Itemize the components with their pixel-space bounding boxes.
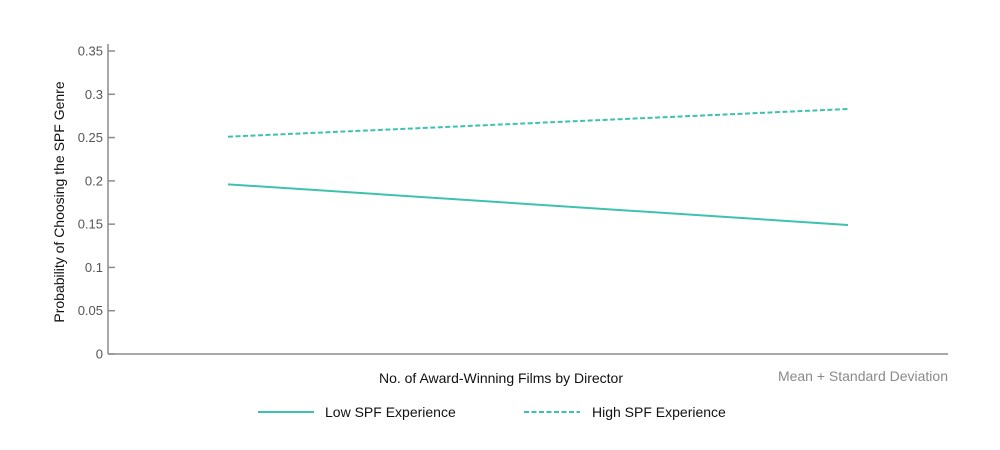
series-line-low-spf xyxy=(227,183,849,227)
y-tick-label: 0.35 xyxy=(78,44,103,59)
y-tick-label: 0.2 xyxy=(85,173,103,188)
legend-label-high-spf: High SPF Experience xyxy=(592,404,726,420)
y-tick-label: 0 xyxy=(96,347,103,362)
y-tick-label: 0.05 xyxy=(78,303,103,318)
y-tick-label: 0.1 xyxy=(85,260,103,275)
x-axis-title: No. of Award-Winning Films by Director xyxy=(379,370,623,386)
y-tick-label: 0.15 xyxy=(78,217,103,232)
y-tick-label: 0.25 xyxy=(78,130,103,145)
legend-label-low-spf: Low SPF Experience xyxy=(325,404,456,420)
y-ticks: 0 0.05 0.1 0.15 0.2 0.25 0.3 0.35 xyxy=(78,44,115,362)
series-line-high-spf xyxy=(227,108,849,138)
legend: Low SPF Experience High SPF Experience xyxy=(258,404,726,420)
x-axis-note: Mean + Standard Deviation xyxy=(778,368,948,384)
y-axis-title: Probability of Choosing the SPF Genre xyxy=(51,81,67,322)
series-layer xyxy=(227,108,849,227)
y-tick-label: 0.3 xyxy=(85,87,103,102)
